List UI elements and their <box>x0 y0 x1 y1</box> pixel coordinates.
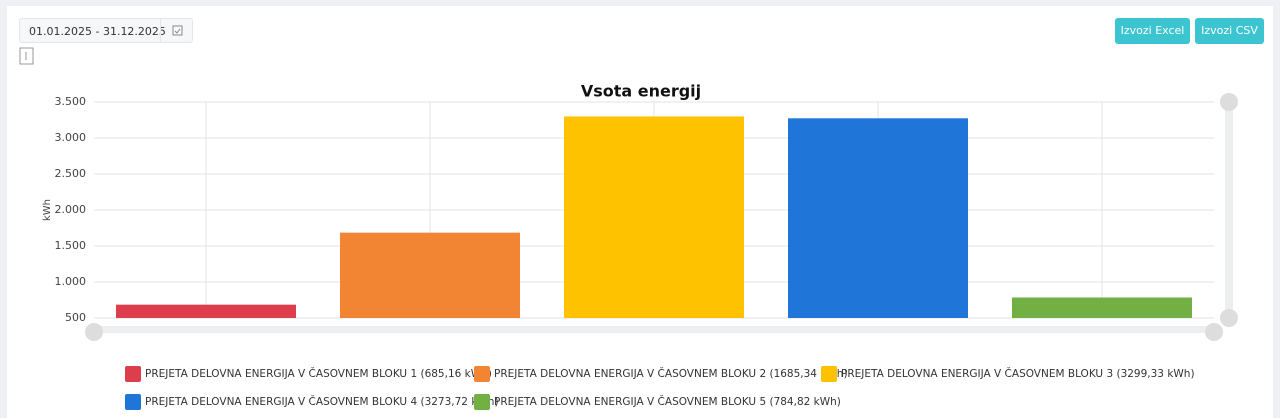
date-range-input[interactable]: 01.01.2025 - 31.12.2025 <box>19 18 193 43</box>
card <box>7 6 1273 418</box>
export-csv-button[interactable]: Izvozi CSV <box>1195 18 1264 44</box>
calendar-button[interactable] <box>160 19 195 42</box>
export-excel-button[interactable]: Izvozi Excel <box>1115 18 1190 44</box>
calendar-icon <box>172 25 183 36</box>
date-range-text: 01.01.2025 - 31.12.2025 <box>29 25 166 38</box>
